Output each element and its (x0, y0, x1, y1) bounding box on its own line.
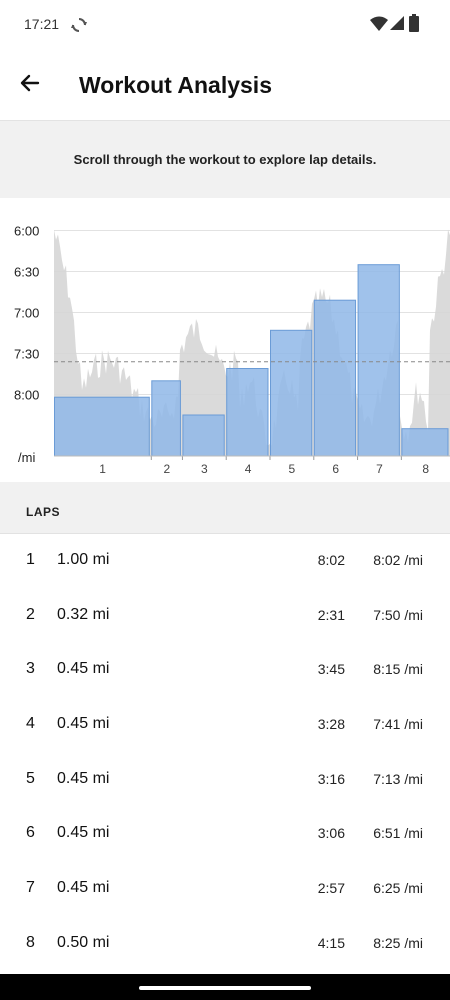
lap-row[interactable]: 4 0.45 mi 3:28 7:41 /mi (0, 697, 450, 752)
page-title: Workout Analysis (79, 72, 272, 98)
lap-row[interactable]: 6 0.45 mi 3:06 6:51 /mi (0, 806, 450, 861)
pace-chart-svg[interactable]: 6:00 6:30 7:00 7:30 8:00/mi 1 2 3 4 5 6 7 8 (0, 198, 450, 482)
battery-icon (409, 14, 419, 32)
lap-row[interactable]: 8 0.50 mi 4:15 8:25 /mi (0, 916, 450, 971)
lap-distance: 0.45 mi (57, 715, 110, 733)
banner-text: Scroll through the workout to explore la… (73, 152, 377, 167)
y-tick-label: 6:30 (14, 265, 39, 280)
lap-pace: 7:50 /mi (373, 606, 423, 623)
lap-distance: 0.45 mi (57, 824, 110, 842)
lap-number: 5 (26, 769, 35, 787)
lap-number: 3 (26, 660, 35, 678)
laps-header-label: LAPS (26, 505, 61, 519)
x-tick-label: 4 (245, 462, 252, 476)
lap-number: 1 (26, 551, 35, 568)
sync-icon (71, 18, 87, 32)
y-tick-label: 6:00 (14, 224, 39, 239)
lap-bar (313, 299, 357, 457)
x-tick-label: 3 (201, 462, 208, 476)
lap-number: 6 (26, 824, 35, 842)
lap-pace: 7:13 /mi (373, 770, 423, 787)
system-nav-bar (0, 974, 450, 1000)
lap-number: 4 (26, 715, 35, 733)
lap-bar (54, 396, 150, 457)
lap-bar (401, 428, 449, 457)
lap-time: 2:57 (317, 880, 345, 897)
lap-number: 2 (26, 605, 35, 623)
x-tick-label: 7 (376, 462, 383, 476)
lap-distance: 0.50 mi (57, 933, 110, 951)
y-tick-label: 7:00 (14, 306, 39, 321)
x-tick-label: 8 (422, 462, 429, 476)
home-gesture-handle[interactable] (139, 986, 311, 990)
lap-row[interactable]: 3 0.45 mi 3:45 8:15 /mi (0, 642, 450, 697)
lap-time: 3:06 (317, 825, 345, 842)
lap-bar (226, 368, 269, 457)
lap-pace: 8:02 /mi (373, 552, 423, 568)
lap-distance: 0.45 mi (57, 769, 110, 787)
y-unit-label: /mi (18, 450, 35, 465)
y-tick-label: 8:00 (14, 388, 39, 403)
x-tick-label: 6 (332, 462, 339, 476)
lap-pace: 8:15 /mi (373, 661, 423, 678)
lap-time: 2:31 (317, 606, 345, 623)
lap-row[interactable]: 7 0.45 mi 2:57 6:25 /mi (0, 861, 450, 916)
signal-icon (390, 16, 404, 30)
app-bar: Workout Analysis (0, 50, 450, 120)
lap-number: 8 (26, 933, 35, 951)
lap-pace: 8:25 /mi (373, 934, 423, 951)
lap-row[interactable]: 1 1.00 mi 8:02 8:02 /mi (0, 533, 450, 588)
y-tick-label: 7:30 (14, 347, 39, 362)
status-bar: 17:21 (0, 0, 450, 50)
lap-time: 3:28 (317, 716, 345, 733)
lap-pace: 6:25 /mi (373, 880, 423, 897)
lap-distance: 0.45 mi (57, 879, 110, 897)
lap-distance: 0.45 mi (57, 660, 110, 678)
x-tick-label: 2 (164, 462, 171, 476)
lap-bar (182, 414, 225, 457)
pace-chart[interactable]: 6:00 6:30 7:00 7:30 8:00/mi 1 2 3 4 5 6 7 8 (0, 198, 450, 482)
lap-time: 4:15 (317, 934, 345, 951)
lap-list: 1 1.00 mi 8:02 8:02 /mi 2 0.32 mi 2:31 7:50 /mi… (0, 533, 450, 971)
lap-row[interactable]: 5 0.45 mi 3:16 7:13 /mi (0, 752, 450, 807)
lap-number: 7 (26, 879, 35, 897)
lap-bar (151, 380, 181, 457)
status-time: 17:21 (24, 16, 60, 32)
lap-distance: 0.32 mi (57, 605, 110, 623)
x-tick-label: 5 (289, 462, 296, 476)
lap-row[interactable]: 2 0.32 mi 2:31 7:50 /mi (0, 588, 450, 643)
lap-time: 8:02 (317, 552, 345, 568)
laps-section-header: LAPS (0, 482, 450, 534)
wifi-icon (370, 16, 388, 31)
lap-time: 3:16 (317, 770, 345, 787)
lap-distance: 1.00 mi (57, 551, 110, 568)
lap-bar (270, 329, 313, 457)
lap-bar (357, 264, 400, 457)
back-arrow-icon[interactable] (14, 66, 48, 100)
info-banner: Scroll through the workout to explore la… (0, 120, 450, 199)
x-tick-label: 1 (99, 462, 106, 476)
lap-pace: 7:41 /mi (373, 716, 423, 733)
lap-pace: 6:51 /mi (373, 825, 423, 842)
lap-time: 3:45 (317, 661, 345, 678)
